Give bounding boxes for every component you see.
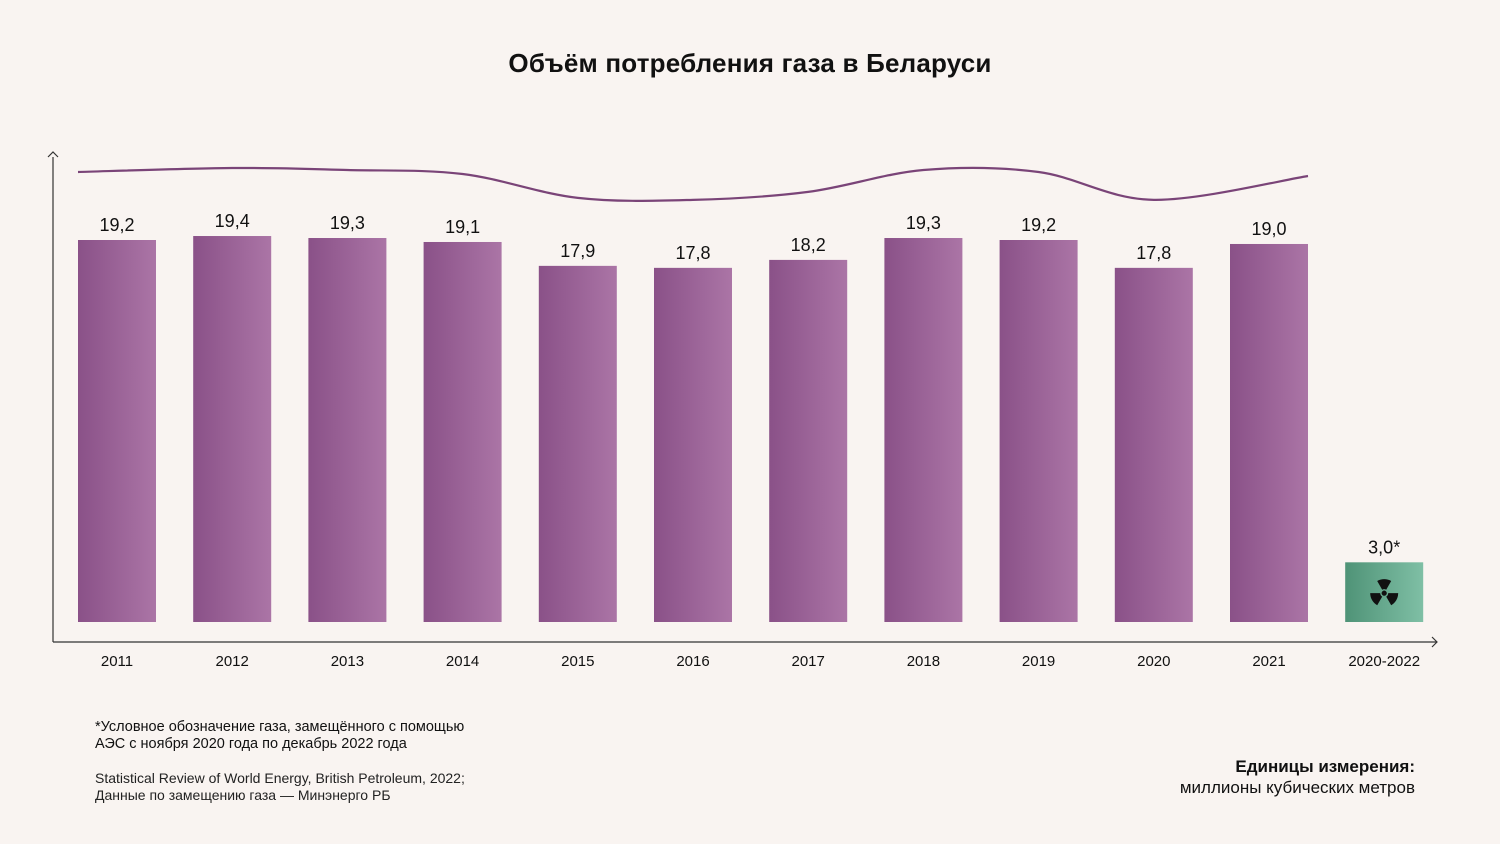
source-note: Statistical Review of World Energy, Brit… xyxy=(95,770,465,804)
radiation-blade xyxy=(1386,593,1399,606)
category-label: 2016 xyxy=(676,653,709,670)
category-labels: 2011 2012 2013 2014 2015 2016 2017 2018 2019 2020… xyxy=(101,653,1420,670)
units-value: миллионы кубических метров xyxy=(1179,778,1415,797)
category-label: 2012 xyxy=(216,653,249,670)
bar xyxy=(1114,267,1193,622)
bar xyxy=(999,240,1078,622)
x-axis-arrow xyxy=(1431,636,1438,648)
bar xyxy=(1230,243,1308,622)
value-label: 17,8 xyxy=(1136,243,1171,263)
radiation-icon xyxy=(1370,579,1399,606)
category-label: 2014 xyxy=(446,653,479,670)
footnote-line: АЭС с ноября 2020 года по декабрь 2022 г… xyxy=(95,736,407,752)
units-note: Единицы измерения: миллионы кубических м… xyxy=(1180,756,1415,798)
bar xyxy=(884,238,963,622)
category-label: 2017 xyxy=(792,653,825,670)
footnote: *Условное обозначение газа, замещённого … xyxy=(95,719,464,753)
category-label: 2013 xyxy=(331,653,364,670)
value-label: 18,2 xyxy=(791,235,826,255)
value-label: 3,0* xyxy=(1368,537,1400,557)
radiation-blade xyxy=(1377,579,1392,590)
y-axis-arrow xyxy=(47,151,59,158)
value-label: 17,9 xyxy=(560,241,595,261)
category-label: 2018 xyxy=(907,653,940,670)
bar xyxy=(423,241,502,623)
bar xyxy=(769,259,848,622)
units-title: Единицы измерения: xyxy=(1235,757,1415,776)
category-label: 2021 xyxy=(1252,653,1285,670)
trend-line xyxy=(77,166,1309,202)
value-label: 17,8 xyxy=(675,243,710,263)
category-label: 2011 xyxy=(101,653,133,670)
category-label: 2020-2022 xyxy=(1348,653,1420,670)
bar xyxy=(78,240,156,622)
radiation-blade xyxy=(1370,593,1383,606)
chart-title: Объём потребления газа в Беларуси xyxy=(508,48,992,78)
value-label: 19,1 xyxy=(445,217,480,237)
radiation-core xyxy=(1381,590,1387,596)
value-label: 19,2 xyxy=(1021,215,1056,235)
value-label: 19,4 xyxy=(215,211,250,231)
axes xyxy=(47,151,1438,648)
source-line: Данные по замещению газа — Минэнерго РБ xyxy=(95,787,391,803)
category-label: 2020 xyxy=(1137,653,1170,670)
value-label: 19,3 xyxy=(906,213,941,233)
category-label: 2019 xyxy=(1022,653,1055,670)
source-line: Statistical Review of World Energy, Brit… xyxy=(95,770,465,786)
value-label: 19,3 xyxy=(330,213,365,233)
value-labels: 19,2 19,4 19,3 19,1 17,9 17,8 18,2 19,3 19,2 17,8… xyxy=(99,211,1400,557)
category-label: 2015 xyxy=(561,653,594,670)
footnote-line: *Условное обозначение газа, замещённого … xyxy=(95,719,465,735)
bar xyxy=(193,236,272,623)
value-label: 19,2 xyxy=(99,215,134,235)
bars xyxy=(78,236,1424,623)
bar xyxy=(654,267,732,622)
bar xyxy=(308,238,387,622)
value-label: 19,0 xyxy=(1251,219,1286,239)
bar xyxy=(538,265,617,622)
